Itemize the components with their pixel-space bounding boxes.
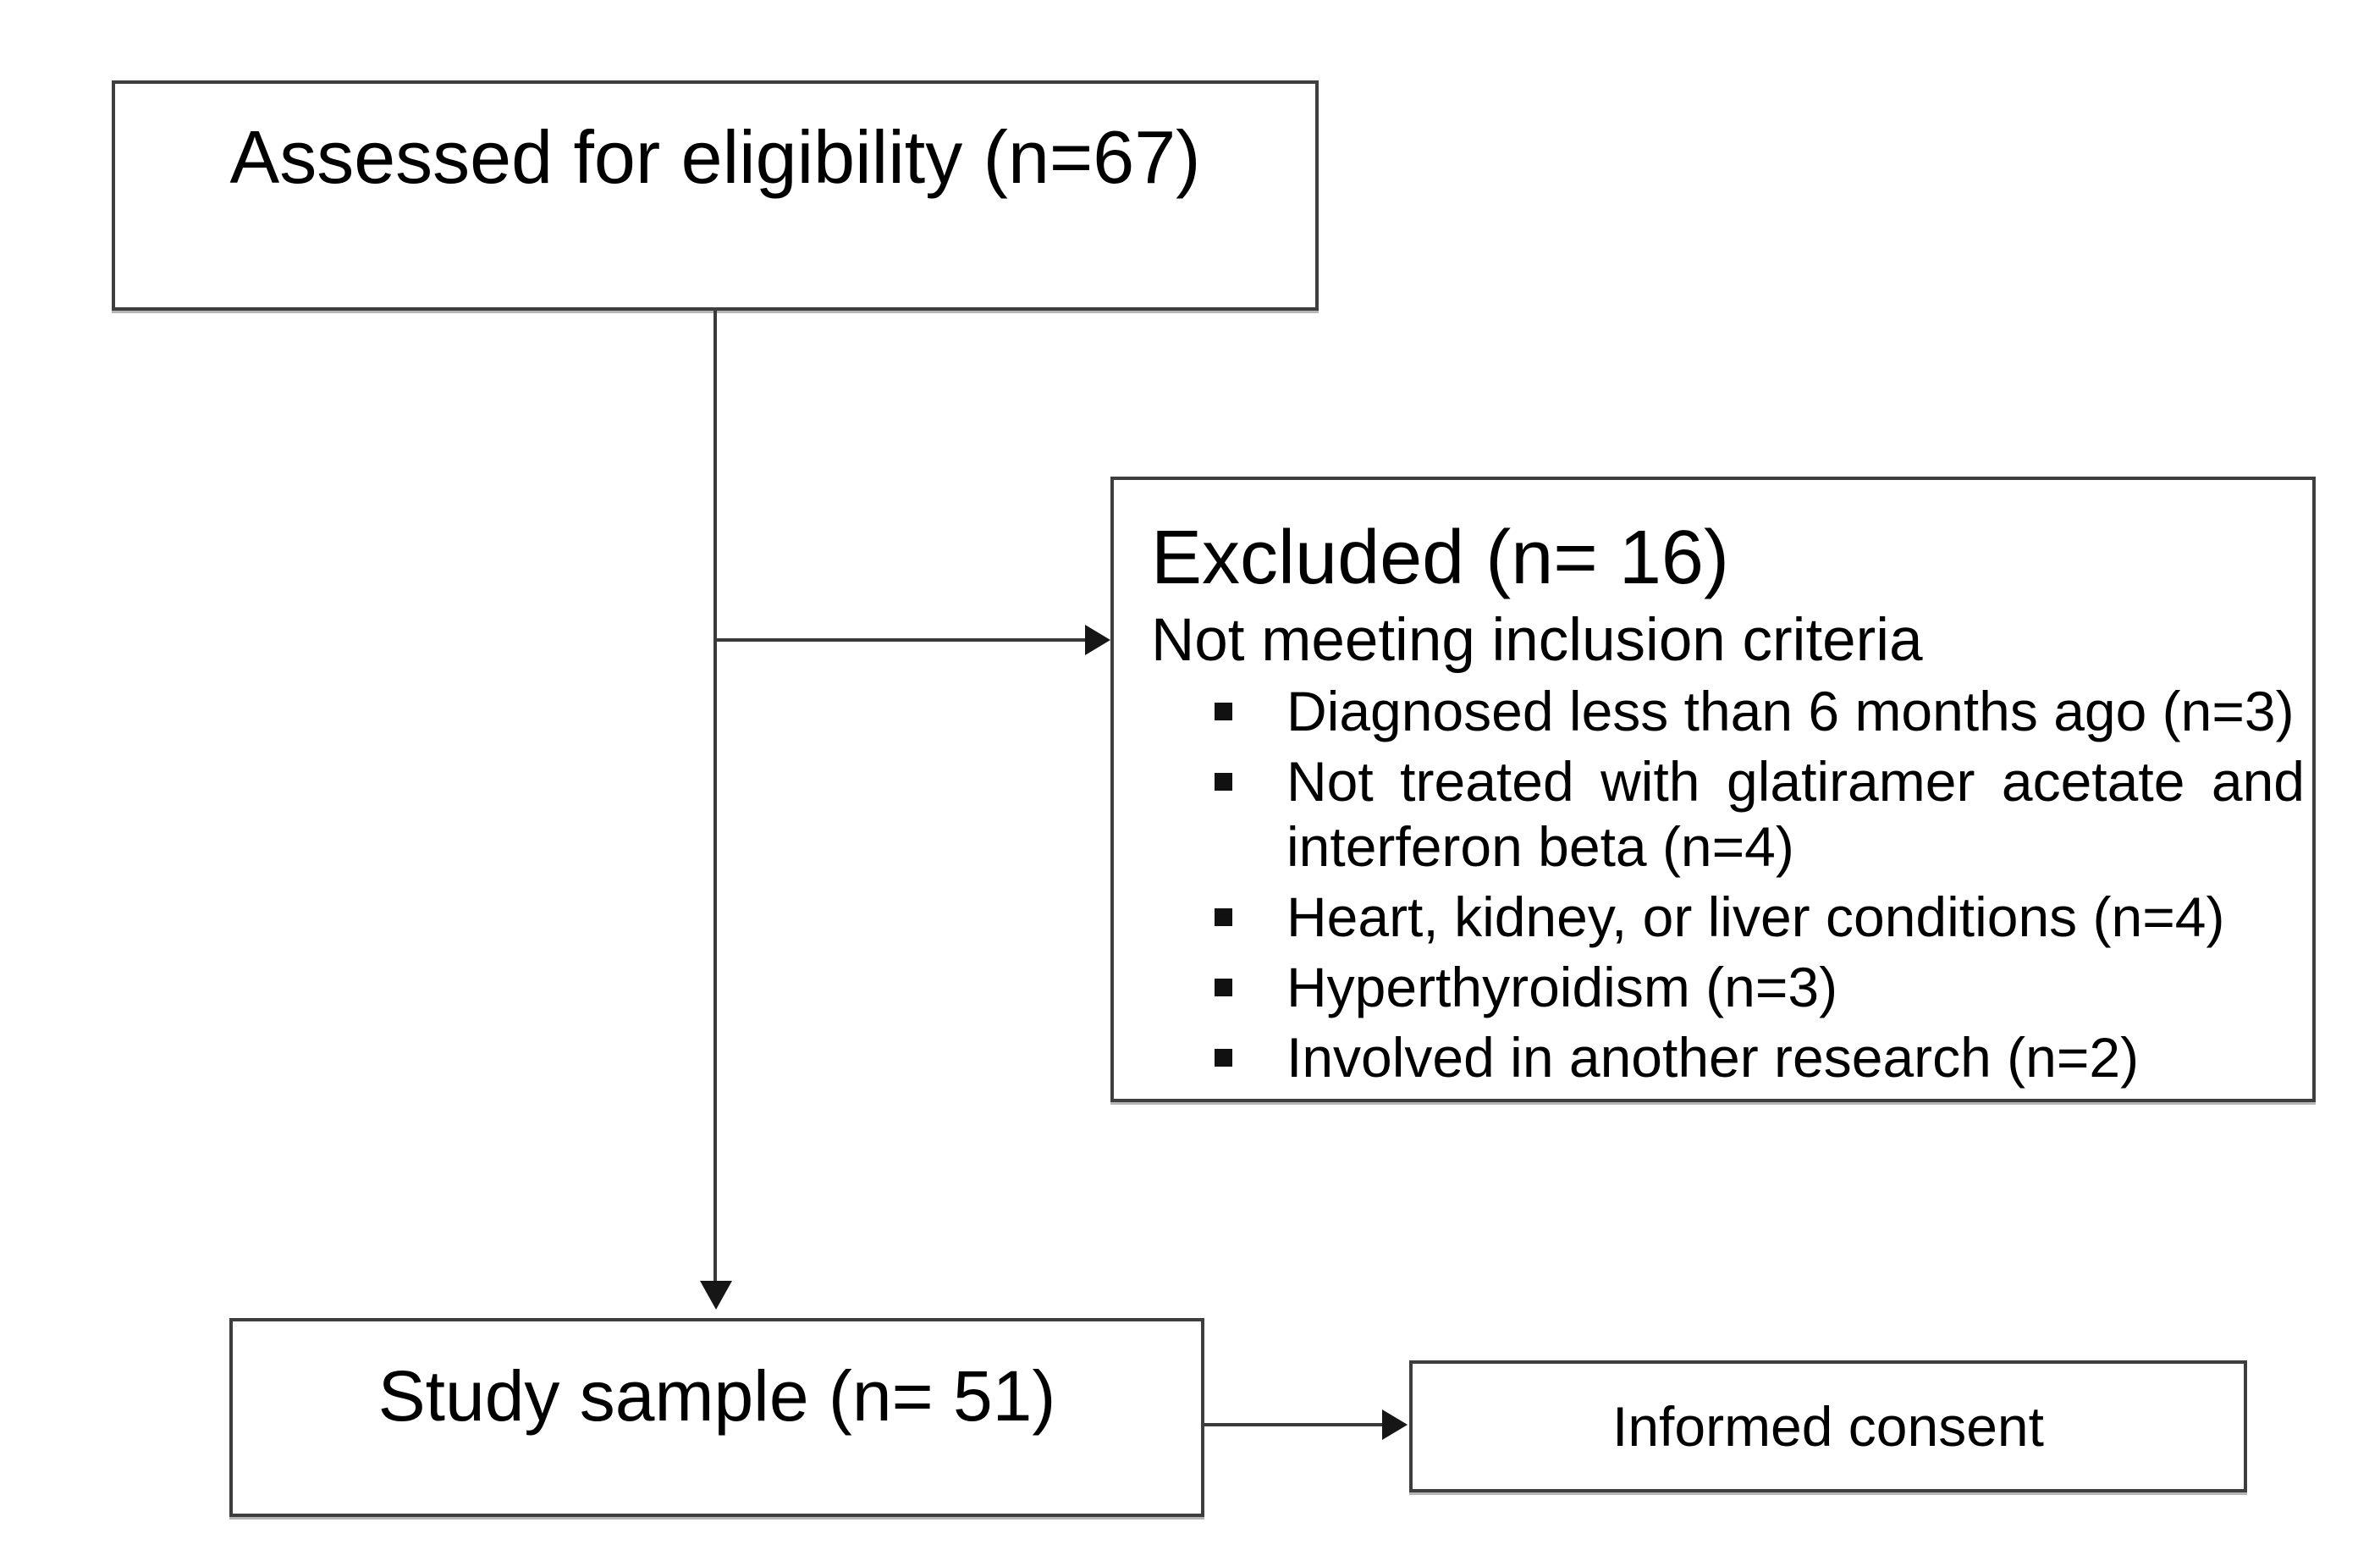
assessed-eligibility-box: Assessed for eligibility (n=67) [112,80,1319,311]
excluded-reason-item: Involved in another research (n=2) [1215,1025,2305,1090]
arrowhead-down-icon [700,1281,732,1310]
excluded-reason-item: Not treated with glatiramer acetate and … [1215,749,2305,880]
arrowhead-right-excluded-icon [1085,625,1110,655]
excluded-title: Excluded (n= 16) [1151,516,1729,600]
excluded-reasons-list: Diagnosed less than 6 months ago (n=3) N… [1215,679,2305,1089]
excluded-reason-item: Diagnosed less than 6 months ago (n=3) [1215,679,2305,744]
arrowhead-right-consent-icon [1382,1409,1408,1440]
excluded-reason-item: Hyperthyroidism (n=3) [1215,955,2305,1020]
informed-consent-label: Informed consent [1612,1395,2044,1458]
connector-consent-line [1204,1423,1382,1426]
connector-vertical-line [713,311,717,1282]
excluded-reason-item: Heart, kidney, or liver conditions (n=4) [1215,885,2305,950]
excluded-subtitle: Not meeting inclusion criteria [1151,607,1923,675]
informed-consent-box: Informed consent [1409,1360,2247,1492]
connector-branch-line [715,638,1085,642]
study-sample-box: Study sample (n= 51) [229,1318,1204,1517]
assessed-eligibility-label: Assessed for eligibility (n=67) [229,115,1201,199]
study-sample-label: Study sample (n= 51) [377,1356,1056,1436]
excluded-box: Excluded (n= 16) Not meeting inclusion c… [1110,477,2316,1102]
